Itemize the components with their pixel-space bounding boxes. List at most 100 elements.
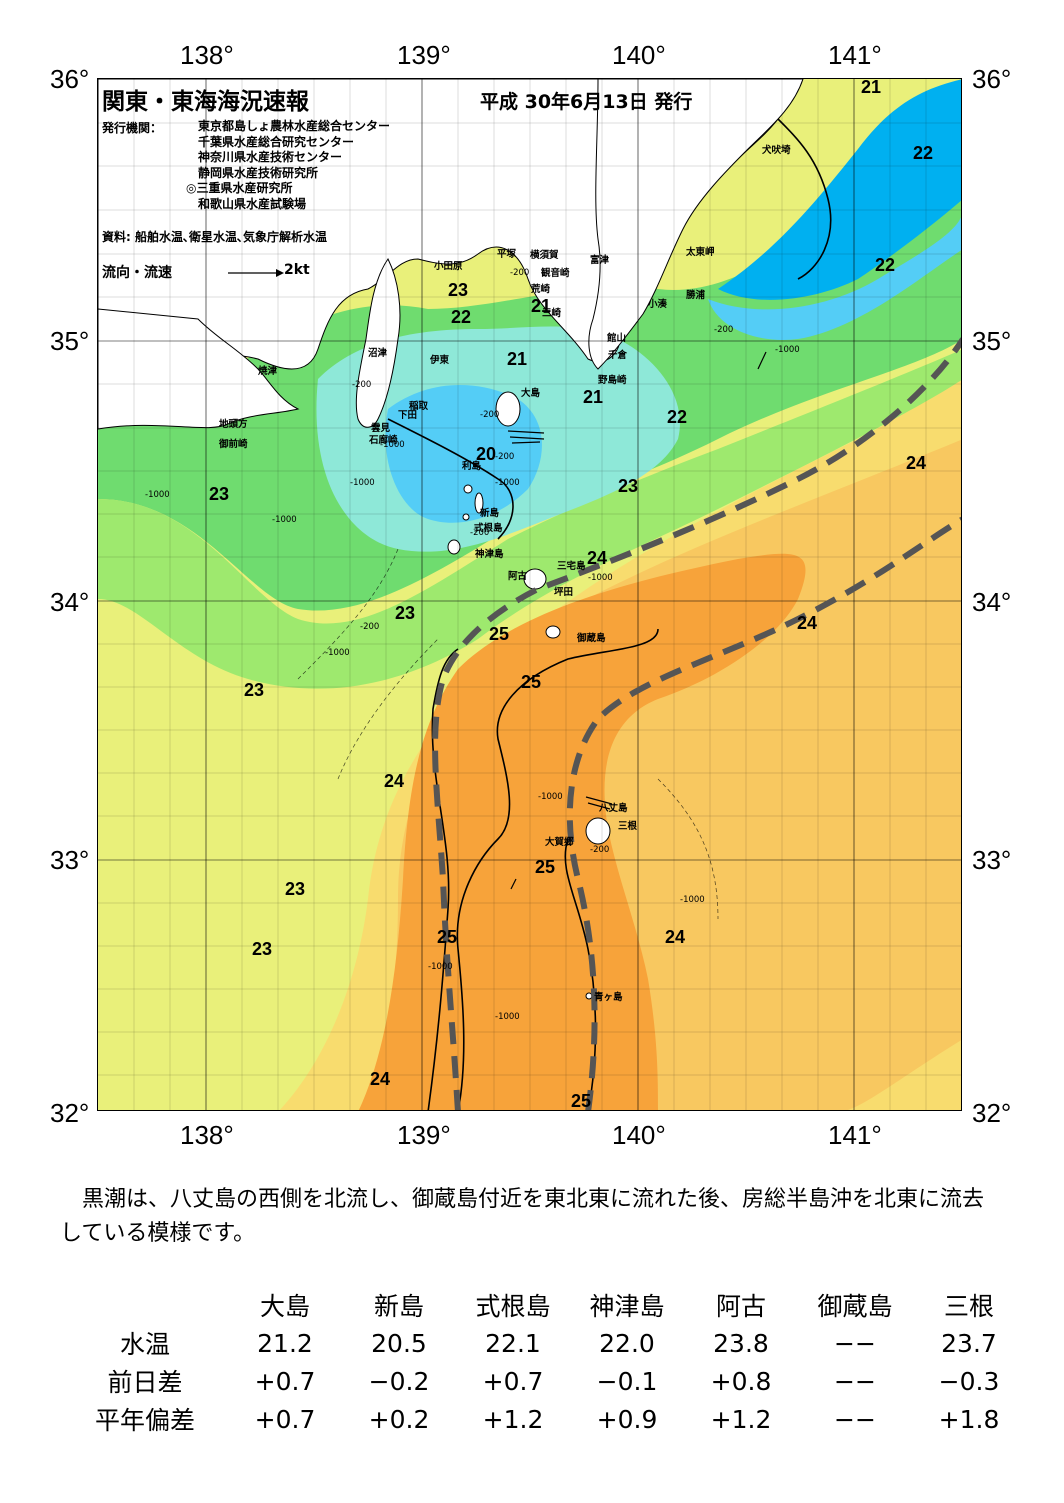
column-header: 阿古 — [715, 1292, 766, 1321]
place-tsubota: 坪田 — [554, 587, 574, 598]
flow-legend-speed: 2kt — [284, 262, 310, 278]
table-corner — [62, 1286, 228, 1324]
isotherm-label: 21 — [583, 387, 604, 407]
lat-label-right-36: 36° — [972, 64, 1012, 94]
depth-label: -1000 — [272, 515, 297, 525]
sst-band-19 — [718, 79, 961, 300]
current-vectors — [507, 351, 767, 890]
depth-label: -1000 — [680, 895, 705, 905]
table-row: 水温 21.2 20.5 22.1 22.0 23.8 −− 23.7 — [62, 1324, 1026, 1362]
isotherm-label: 23 — [448, 280, 469, 300]
land-tokai — [98, 308, 300, 430]
isotherm-label: 25 — [437, 927, 458, 947]
depth-label: -200 — [480, 410, 500, 420]
flow-legend-label: 流向・流速 — [102, 265, 172, 281]
place-kumomi: 雲見 — [371, 423, 391, 434]
depth-label: -200 — [470, 528, 490, 538]
place-oshima: 大島 — [521, 388, 541, 399]
isotherm-label: 22 — [451, 307, 472, 327]
place-mikurajima: 御蔵島 — [577, 633, 606, 644]
isotherm-label: 25 — [521, 672, 542, 692]
place-aogashima: 青ヶ島 — [594, 992, 623, 1003]
lon-label-bottom-141: 141° — [828, 1120, 882, 1150]
sst-band-19b — [708, 216, 961, 340]
table-cell: 22.0 — [599, 1328, 655, 1358]
column-header: 三根 — [943, 1292, 994, 1321]
table-cell: +0.7 — [254, 1404, 316, 1434]
column-header: 御蔵島 — [817, 1292, 893, 1321]
island-shikinejima — [462, 513, 470, 521]
kuroshio-axis — [432, 337, 961, 1110]
place-kannonzaki: 観音崎 — [541, 268, 570, 279]
column-header: 式根島 — [475, 1292, 551, 1321]
place-jitogata: 地頭方 — [219, 419, 248, 430]
column-header: 神津島 — [589, 1292, 665, 1321]
isotherm-label: 22 — [875, 255, 896, 275]
sst-band-25 — [358, 553, 806, 1110]
island-miyakejima — [523, 568, 547, 590]
isotherm-label: 23 — [244, 680, 265, 700]
bulletin-title: 関東・東海海況速報 — [102, 89, 309, 115]
organization: 和歌山県水産試験場 — [198, 196, 307, 211]
place-hiratsuka: 平塚 — [497, 249, 517, 260]
depth-label: -1000 — [428, 962, 453, 972]
isotherm-label: 23 — [252, 939, 273, 959]
isotherm-label: 21 — [861, 77, 882, 97]
row-label: 前日差 — [107, 1368, 183, 1397]
place-nojimazaki: 野島崎 — [598, 375, 627, 386]
lat-label-right-35: 35° — [972, 326, 1012, 356]
isobath-contours — [297, 548, 719, 920]
place-mitsune: 三根 — [618, 821, 638, 832]
organization: 千葉県水産総合研究センター — [198, 134, 355, 149]
place-kominato: 小湊 — [648, 299, 668, 310]
lon-label-top-141: 141° — [828, 40, 882, 70]
isotherm-label: 21 — [531, 296, 552, 316]
row-label: 水温 — [119, 1330, 170, 1359]
depth-label: -200 — [714, 325, 734, 335]
lat-label-right-34: 34° — [972, 587, 1012, 617]
island-toshima — [463, 484, 473, 494]
column-header: 新島 — [373, 1292, 424, 1321]
issue-date: 平成 30年6月13日 発行 — [480, 91, 693, 113]
isotherm-label: 24 — [370, 1069, 391, 1089]
table-cell: −− — [834, 1328, 876, 1358]
kuroshio-summary: 黒潮は、八丈島の西側を北流し、御蔵島付近を東北東に流れた後、房総半島沖を北東に流… — [60, 1187, 985, 1246]
org-label: 発行機関： — [102, 121, 163, 135]
table-cell: +1.8 — [938, 1404, 1000, 1434]
table-cell: 23.7 — [941, 1328, 997, 1358]
table-cell: 23.8 — [713, 1328, 769, 1358]
depth-label: -1000 — [775, 345, 800, 355]
sea-surface-temperature-map — [97, 78, 962, 1111]
table-cell: +0.7 — [254, 1366, 316, 1396]
isotherm-label: 23 — [209, 484, 230, 504]
place-inubosaki: 犬吠埼 — [762, 145, 791, 156]
depth-label: -200 — [590, 845, 610, 855]
organization-list: 東京都島しょ農林水産総合センター 千葉県水産総合研究センター 神奈川県水産技術セ… — [186, 119, 390, 213]
row-label: 平年偏差 — [94, 1406, 195, 1435]
isotherm-label: 23 — [285, 879, 306, 899]
place-numazu: 沼津 — [368, 348, 388, 359]
isotherm-label: 22 — [913, 143, 934, 163]
lon-label-top-138: 138° — [180, 40, 234, 70]
place-niijima: 新島 — [480, 508, 500, 519]
table-row: 前日差 +0.7 −0.2 +0.7 −0.1 +0.8 −− −0.3 — [62, 1362, 1026, 1400]
lat-label-left-32: 32° — [50, 1098, 90, 1128]
lon-label-bottom-140: 140° — [612, 1120, 666, 1150]
table-cell: 20.5 — [371, 1328, 427, 1358]
table-cell: +0.8 — [710, 1366, 772, 1396]
table-cell: −0.3 — [938, 1366, 1000, 1396]
data-source: 資料: 船舶水温､衛星水温､気象庁解析水温 — [102, 230, 327, 244]
isotherm-label: 24 — [665, 927, 686, 947]
organization: 静岡県水産技術研究所 — [198, 165, 319, 180]
depth-label: -1000 — [350, 478, 375, 488]
island-hachijojima — [585, 817, 611, 845]
place-kozushima: 神津島 — [475, 549, 504, 560]
lat-label-right-32: 32° — [972, 1098, 1012, 1128]
map-canvas — [98, 79, 961, 1110]
depth-label: -200 — [510, 268, 530, 278]
depth-label: -1000 — [538, 792, 563, 802]
isotherm-label: 25 — [535, 857, 556, 877]
lon-label-top-139: 139° — [397, 40, 451, 70]
depth-label: -1000 — [145, 490, 170, 500]
place-shimoda: 下田 — [398, 410, 418, 421]
